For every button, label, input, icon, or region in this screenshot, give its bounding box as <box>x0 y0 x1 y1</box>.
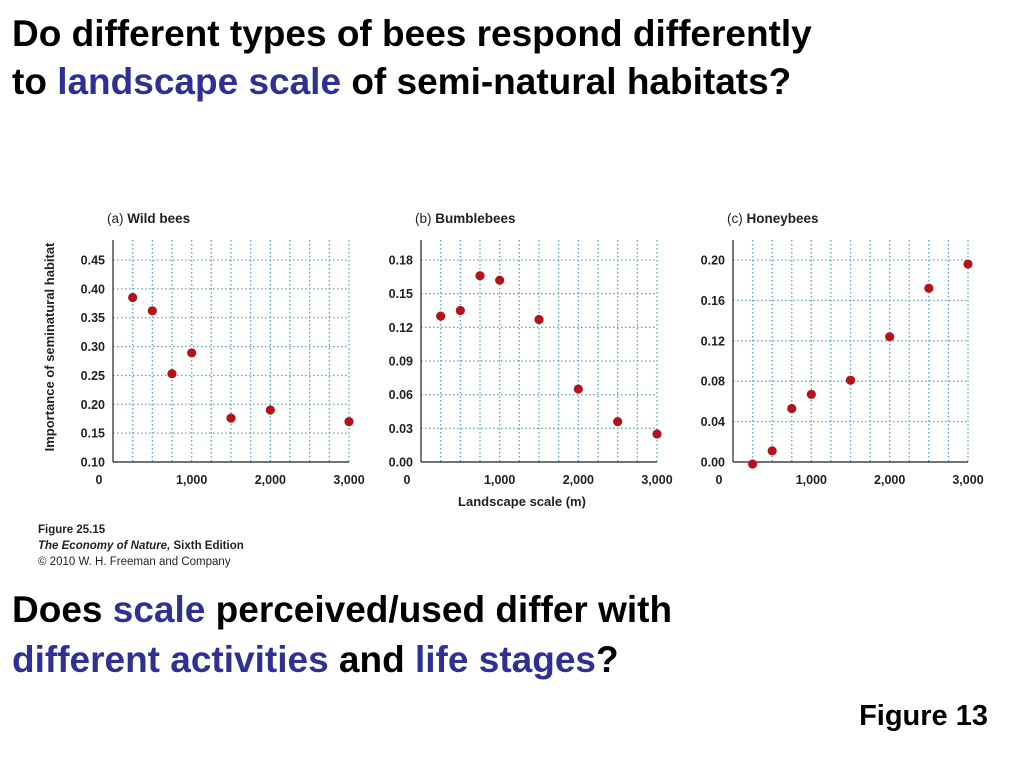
y-tick-label: 0.16 <box>701 294 725 308</box>
heading-line2-prefix: to <box>12 61 58 102</box>
question-part5: and <box>328 639 415 680</box>
data-point <box>845 375 856 385</box>
question-life-stages: life stages <box>415 639 596 680</box>
shared-y-axis-label: Importance of seminatural habitat <box>42 242 57 451</box>
heading-line1: Do different types of bees respond diffe… <box>12 13 812 54</box>
figure-number-label: Figure 13 <box>859 700 988 732</box>
caption-figure-number: Figure 25.15 <box>38 524 106 536</box>
y-tick-label: 0.18 <box>389 254 413 268</box>
question-part3: perceived/used differ with <box>205 589 673 630</box>
question-activities: different activities <box>12 639 329 680</box>
data-point <box>455 305 465 316</box>
bees-scatter-figure: Importance of seminatural habitat Landsc… <box>42 211 984 509</box>
data-point <box>226 413 236 423</box>
slide-question: Does scale perceived/used differ with di… <box>12 585 1012 685</box>
y-tick-label: 0.00 <box>389 456 413 470</box>
data-point <box>747 459 758 469</box>
data-point <box>924 283 934 293</box>
x-tick-label: 2,000 <box>563 473 594 487</box>
data-point <box>344 417 354 427</box>
panel-title: (b) Bumblebees <box>415 211 516 226</box>
chart-panel-2: 0.00 0.03 0.06 0.09 0.12 0.15 0.18 0 1,000 2,000 3… <box>389 211 673 487</box>
heading-highlight: landscape scale <box>57 61 342 102</box>
panel-title: (a) Wild bees <box>107 211 190 226</box>
data-point <box>787 403 797 414</box>
y-tick-label: 0.00 <box>701 456 725 470</box>
panel-letter: (b) <box>415 211 435 226</box>
shared-x-axis-label: Landscape scale (m) <box>458 494 586 509</box>
x-tick-label: 3,000 <box>641 473 672 487</box>
panel-name: Honeybees <box>747 211 819 226</box>
data-point <box>128 292 138 303</box>
x-tick-label: 0 <box>716 473 723 487</box>
y-tick-label: 0.15 <box>81 427 105 441</box>
caption-edition: Sixth Edition <box>170 540 244 552</box>
x-tick-label: 2,000 <box>874 473 905 487</box>
x-tick-label: 1,000 <box>484 473 515 487</box>
y-tick-label: 0.40 <box>81 282 105 296</box>
data-point <box>767 446 777 456</box>
data-point <box>534 314 544 325</box>
data-point <box>187 348 197 358</box>
y-tick-label: 0.06 <box>389 388 413 402</box>
y-tick-label: 0.10 <box>81 456 105 470</box>
y-tick-label: 0.35 <box>81 311 105 325</box>
y-tick-label: 0.30 <box>81 340 105 354</box>
x-tick-label: 2,000 <box>255 473 286 487</box>
question-scale: scale <box>112 589 206 630</box>
y-tick-label: 0.03 <box>389 422 413 436</box>
caption-book-title: The Economy of Nature, <box>38 540 171 552</box>
y-tick-label: 0.08 <box>701 375 725 389</box>
x-tick-label: 1,000 <box>176 473 207 487</box>
data-point <box>475 271 485 281</box>
chart-panel-1: 0.10 0.15 0.20 0.25 0.30 0.35 0.40 0.45 0 1,000 2,… <box>81 211 365 487</box>
panel-letter: (c) <box>727 211 747 226</box>
figure-caption: Figure 25.15 The Economy of Nature, Sixt… <box>38 522 244 570</box>
data-point <box>806 389 816 399</box>
chart-panel-3: 0.00 0.04 0.08 0.12 0.16 0.20 0 1,000 2,000 3,000… <box>701 211 984 487</box>
heading-line2-suffix: of semi-natural habitats? <box>341 61 792 102</box>
data-point <box>436 311 446 321</box>
x-tick-label: 1,000 <box>796 473 827 487</box>
data-point <box>147 306 157 316</box>
data-point <box>167 369 177 379</box>
caption-copyright: © 2010 W. H. Freeman and Company <box>38 556 231 568</box>
question-part7: ? <box>595 639 619 680</box>
y-tick-label: 0.20 <box>81 398 105 412</box>
data-point <box>265 405 275 415</box>
x-tick-label: 3,000 <box>333 473 364 487</box>
y-tick-label: 0.09 <box>389 355 413 369</box>
x-tick-label: 0 <box>404 473 411 487</box>
panel-name: Bumblebees <box>435 211 515 226</box>
x-tick-label: 3,000 <box>952 473 983 487</box>
data-point <box>885 332 895 342</box>
data-point <box>495 275 505 285</box>
data-point <box>573 384 583 394</box>
y-tick-label: 0.12 <box>701 334 725 348</box>
y-tick-label: 0.04 <box>701 415 725 429</box>
data-point <box>963 259 973 269</box>
y-tick-label: 0.20 <box>701 254 725 268</box>
slide-heading: Do different types of bees respond diffe… <box>12 10 1012 106</box>
panel-letter: (a) <box>107 211 127 226</box>
x-tick-label: 0 <box>96 473 103 487</box>
caption-book-line: The Economy of Nature, Sixth Edition <box>38 538 244 554</box>
question-part1: Does <box>12 589 113 630</box>
y-tick-label: 0.45 <box>81 254 105 268</box>
data-point <box>652 429 662 439</box>
panel-name: Wild bees <box>127 211 190 226</box>
y-tick-label: 0.15 <box>389 287 413 301</box>
y-tick-label: 0.12 <box>389 321 413 335</box>
panel-title: (c) Honeybees <box>727 211 819 226</box>
data-point <box>613 417 623 427</box>
y-tick-label: 0.25 <box>81 369 105 383</box>
